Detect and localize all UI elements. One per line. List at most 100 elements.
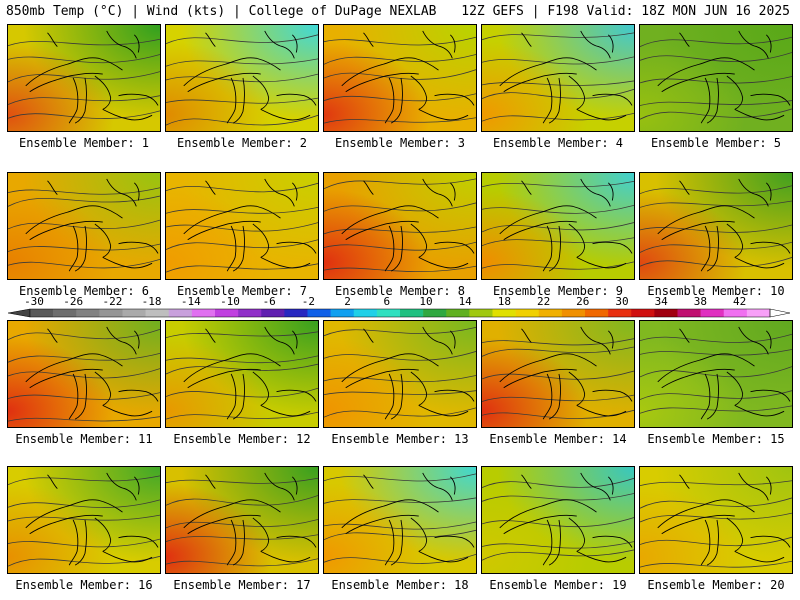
- temperature-map: [481, 24, 635, 132]
- coastline: [363, 180, 374, 195]
- coastline: [706, 373, 719, 420]
- ensemble-member-label: Ensemble Member: 10: [647, 284, 785, 298]
- coastline: [25, 499, 123, 529]
- colorbar-swatch: [215, 309, 239, 317]
- coastline: [521, 180, 532, 195]
- colorbar-swatch: [631, 309, 655, 317]
- colorbar-tick-label: 22: [537, 295, 550, 308]
- height-contour: [482, 394, 634, 402]
- height-contour: [8, 499, 160, 508]
- temperature-map: [323, 320, 477, 428]
- height-contour: [640, 52, 792, 62]
- coastline: [260, 257, 311, 269]
- coastline: [422, 326, 453, 355]
- coastline: [94, 517, 112, 552]
- temperature-map: [7, 466, 161, 574]
- coastline: [47, 474, 58, 489]
- height-contour: [166, 239, 318, 250]
- coastline: [232, 225, 245, 272]
- colorbar-swatch: [376, 309, 401, 317]
- colorbar-tick-label: 42: [733, 295, 746, 308]
- colorbar-swatch: [53, 309, 77, 317]
- coastline: [341, 57, 439, 87]
- height-contour: [166, 519, 318, 529]
- height-contour: [166, 363, 318, 375]
- colorbar-tick-label: -10: [220, 295, 240, 308]
- coastline: [750, 389, 791, 402]
- ensemble-member-label: Ensemble Member: 16: [15, 578, 153, 592]
- coastline: [706, 519, 719, 566]
- colorbar-frame: [29, 308, 771, 318]
- temperature-map: [165, 172, 319, 280]
- height-contour: [324, 69, 476, 80]
- height-contour: [324, 529, 476, 540]
- coastline: [264, 472, 295, 501]
- coastline: [548, 373, 561, 420]
- coastline: [74, 77, 87, 124]
- coastline: [341, 353, 439, 383]
- height-contour: [324, 390, 476, 395]
- colorbar-swatch: [515, 309, 540, 317]
- coastline: [700, 225, 711, 272]
- coastline: [576, 405, 627, 417]
- coastline: [260, 109, 311, 121]
- coastline: [187, 220, 261, 241]
- coastline: [260, 551, 311, 563]
- coastline: [422, 178, 453, 207]
- temperature-map: [165, 466, 319, 574]
- coastline: [106, 326, 137, 355]
- colorbar-swatch: [538, 309, 563, 317]
- warm-region: [324, 467, 476, 573]
- ensemble-panel: Ensemble Member: 20: [639, 466, 793, 592]
- coastline: [499, 57, 597, 87]
- height-contour: [324, 497, 476, 504]
- coastline: [106, 178, 137, 207]
- coastline: [363, 32, 374, 47]
- coastline: [384, 373, 395, 420]
- colorbar-swatch: [608, 309, 632, 317]
- height-contour: [324, 326, 476, 337]
- coastline: [542, 373, 553, 420]
- height-contour: [324, 521, 476, 530]
- coastline: [679, 180, 690, 195]
- coastline: [661, 220, 735, 241]
- height-contour: [482, 549, 634, 561]
- height-contour: [640, 76, 792, 84]
- height-contour: [324, 407, 476, 418]
- coastline: [657, 353, 755, 383]
- coastline: [187, 72, 261, 93]
- colorbar-tick-label: -18: [142, 295, 162, 308]
- coastline: [205, 32, 216, 47]
- coastline: [205, 328, 216, 343]
- coastline: [29, 368, 103, 389]
- temperature-map: [7, 172, 161, 280]
- coastline: [608, 182, 614, 201]
- height-contour: [8, 514, 160, 522]
- ensemble-panel: Ensemble Member: 11: [7, 320, 161, 446]
- coastline: [68, 77, 79, 124]
- coastline: [29, 220, 103, 241]
- coastline: [568, 223, 586, 258]
- height-contour: [166, 34, 318, 45]
- coastline: [499, 499, 597, 529]
- coastline: [499, 205, 597, 235]
- coastline: [232, 519, 245, 566]
- height-contour: [640, 405, 792, 414]
- temperature-map: [165, 24, 319, 132]
- height-contour: [482, 370, 634, 380]
- ensemble-member-label: Ensemble Member: 8: [334, 284, 466, 298]
- ensemble-member-label: Ensemble Member: 9: [492, 284, 624, 298]
- header-title: 850mb Temp (°C) | Wind (kts) | College o…: [6, 4, 437, 19]
- temperature-map: [639, 172, 793, 280]
- coastline: [568, 75, 586, 110]
- colorbar-swatch: [191, 309, 216, 317]
- warm-region: [482, 25, 634, 131]
- coastline: [264, 326, 295, 355]
- coastline: [134, 182, 140, 201]
- ensemble-member-label: Ensemble Member: 7: [176, 284, 308, 298]
- coastline: [68, 519, 79, 566]
- coastline: [503, 514, 577, 535]
- coastline: [548, 77, 561, 124]
- coastline: [102, 551, 153, 563]
- coastline: [434, 389, 475, 402]
